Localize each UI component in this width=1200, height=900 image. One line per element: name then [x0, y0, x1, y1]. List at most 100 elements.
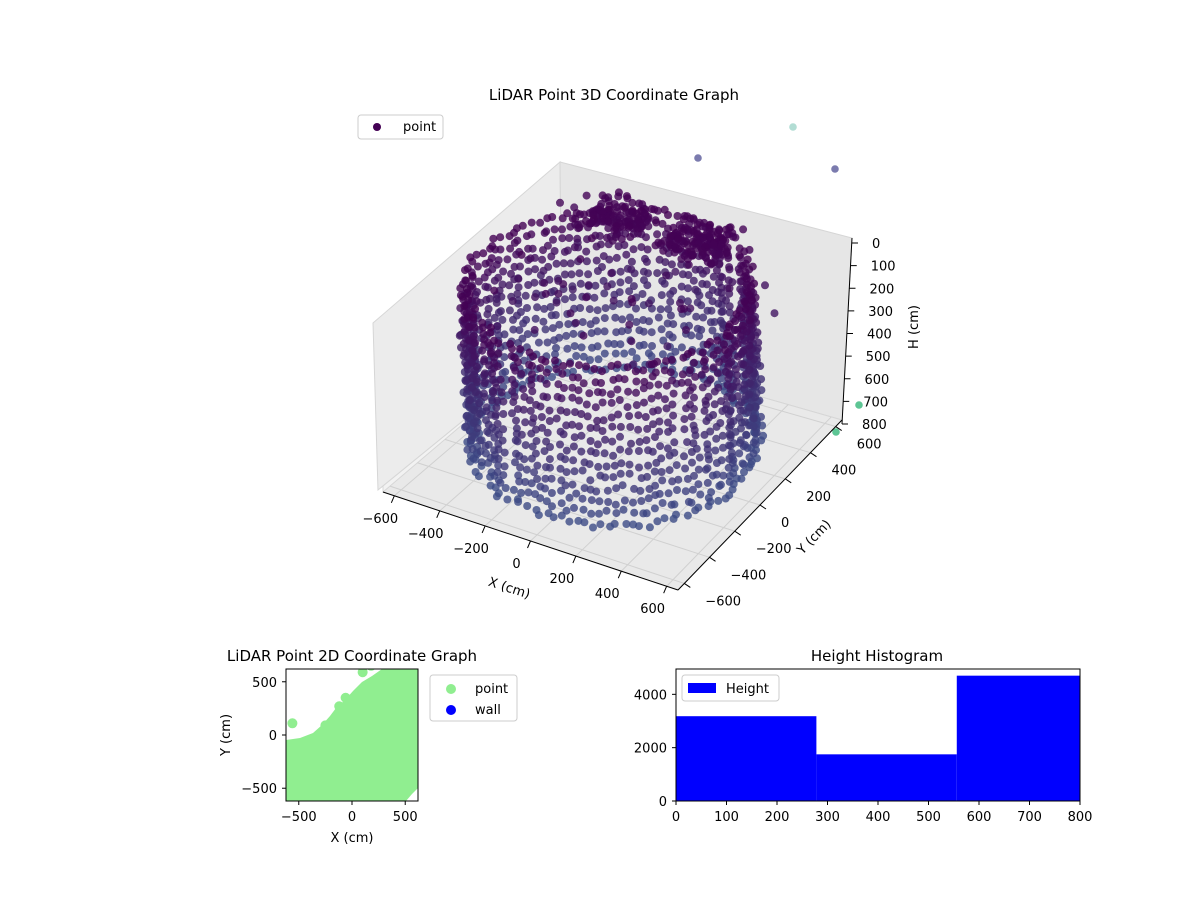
x-tick-label-histogram: 300 — [815, 810, 840, 825]
lidar-point — [615, 396, 624, 404]
lidar-point — [715, 249, 724, 258]
lidar-point — [527, 218, 536, 227]
z-tick-label-3d: 400 — [867, 328, 892, 343]
lidar-point — [565, 359, 574, 368]
lidar-point — [470, 352, 479, 361]
lidar-point — [637, 474, 646, 483]
lidar-point — [643, 424, 652, 433]
lidar-point — [613, 207, 622, 216]
legend-3d-marker — [373, 123, 381, 131]
lidar-point — [680, 452, 688, 461]
lidar-point — [547, 252, 556, 261]
x-tick-label-histogram: 800 — [1068, 810, 1093, 825]
z-tick-label-3d: 0 — [872, 237, 880, 252]
lidar-point — [499, 410, 508, 418]
lidar-point — [502, 375, 511, 384]
lidar-point — [609, 296, 618, 305]
lidar-point — [610, 290, 619, 299]
lidar-point — [486, 244, 495, 253]
lidar-point — [668, 400, 677, 409]
lidar-point — [533, 475, 542, 483]
x-tick-3d — [663, 586, 668, 594]
lidar-point — [616, 432, 624, 441]
lidar-point — [614, 192, 623, 201]
lidar-point — [625, 320, 634, 329]
lidar-point — [659, 246, 668, 255]
lidar-point — [580, 210, 588, 219]
lidar-point — [494, 461, 503, 470]
lidar-point — [660, 279, 669, 288]
lidar-point — [639, 509, 648, 518]
lidar-point — [570, 467, 579, 476]
y-tick-label-3d: 600 — [857, 438, 882, 453]
x-tick-3d — [527, 540, 531, 549]
lidar-point — [749, 422, 758, 431]
lidar-point — [609, 375, 618, 384]
lidar-point — [696, 490, 705, 499]
histogram-bars — [676, 675, 1080, 801]
lidar-point — [569, 456, 578, 465]
lidar-point — [651, 433, 659, 442]
lidar-point — [609, 451, 618, 460]
lidar-point — [709, 240, 718, 249]
lidar-point — [600, 289, 609, 298]
lidar-point — [574, 516, 583, 525]
lidar-point — [511, 366, 520, 375]
z-tick-label-3d: 600 — [865, 373, 890, 388]
lidar-point — [566, 222, 575, 231]
lidar-point — [681, 487, 690, 496]
lidar-point — [715, 482, 724, 490]
lidar-point — [727, 448, 736, 457]
lidar-point — [662, 404, 671, 413]
lidar-point — [643, 281, 652, 290]
lidar-point — [644, 269, 652, 278]
lidar-point — [710, 400, 719, 409]
lidar-point — [664, 418, 672, 427]
lidar-point — [667, 500, 676, 509]
y-tick-label-3d: 0 — [781, 516, 789, 531]
lidar-point — [580, 518, 589, 527]
lidar-point — [607, 413, 616, 422]
lidar-point — [658, 350, 667, 359]
lidar-point — [641, 413, 650, 421]
y-tick-label-histogram: 2000 — [634, 742, 667, 757]
lidar-point — [694, 480, 703, 489]
lidar-point — [669, 286, 678, 295]
legend-2d-wall-marker — [446, 705, 456, 715]
lidar-point — [515, 477, 524, 486]
lidar-point — [736, 438, 744, 447]
lidar-point — [473, 378, 482, 386]
lidar-point — [660, 514, 669, 523]
lidar-point — [472, 250, 481, 259]
lidar-point — [635, 326, 644, 335]
lidar-point — [593, 388, 602, 397]
lidar-point — [698, 348, 707, 357]
legend-histogram: Height — [681, 674, 780, 702]
lidar-point — [647, 328, 656, 337]
lidar-point — [557, 499, 566, 508]
lidar-point — [678, 370, 687, 379]
lidar-point — [674, 234, 682, 243]
lidar-point — [624, 447, 633, 456]
y-tick-label-histogram: 4000 — [634, 688, 667, 703]
lidar-point — [562, 421, 571, 430]
lidar-point — [587, 509, 596, 518]
lidar-point — [695, 332, 704, 341]
lidar-point — [542, 379, 551, 388]
lidar-point — [555, 320, 564, 329]
lidar-point — [590, 365, 599, 373]
lidar-point — [626, 233, 635, 241]
lidar-point — [614, 410, 623, 419]
point-region — [286, 669, 418, 801]
lidar-point — [635, 437, 644, 446]
lidar-point — [616, 469, 625, 478]
lidar-point — [745, 352, 754, 361]
lidar-point — [537, 413, 546, 421]
lidar-point — [479, 249, 488, 258]
lidar-point — [567, 270, 576, 279]
lidar-point — [719, 443, 727, 452]
lidar-point — [734, 352, 742, 361]
legend-histogram-label: Height — [726, 682, 769, 697]
lidar-point — [637, 243, 646, 252]
lidar-point — [607, 398, 616, 407]
